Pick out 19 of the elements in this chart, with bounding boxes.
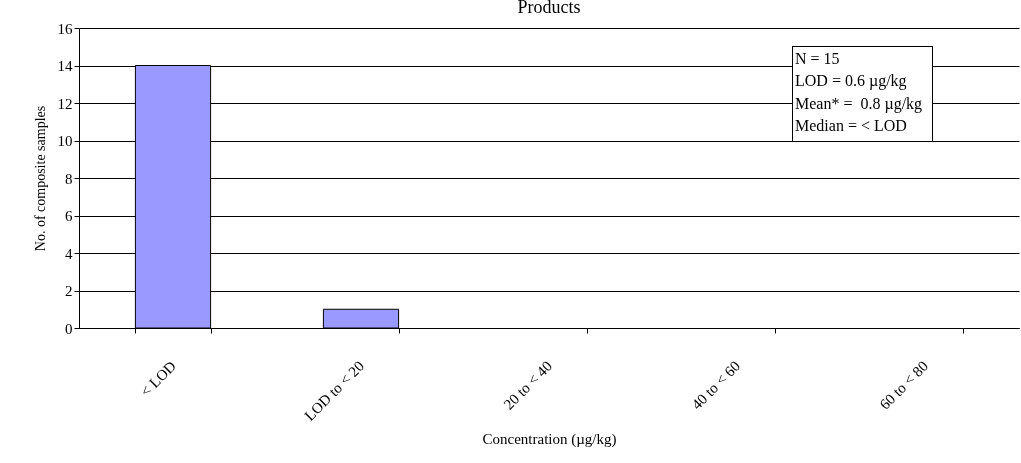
y-tick-label: 8 bbox=[65, 170, 73, 187]
annotation: LOD = 0.6 µg/kg bbox=[795, 71, 908, 92]
y-tick-label: 0 bbox=[65, 320, 73, 337]
y-tick-label: 4 bbox=[65, 245, 73, 262]
x-tick-label: 40 to < 60 bbox=[688, 357, 744, 413]
chart-title: Products bbox=[517, 0, 581, 17]
annotation: N = 15 bbox=[795, 49, 841, 69]
y-axis-title: No. of composite samples bbox=[32, 105, 48, 252]
y-tick-label: 10 bbox=[57, 133, 73, 149]
y-tick-label: 16 bbox=[57, 20, 73, 37]
y-tick-label: 12 bbox=[57, 95, 73, 112]
x-axis-title: Concentration (µg/kg) bbox=[482, 430, 617, 448]
y-tick-label: 2 bbox=[65, 283, 73, 299]
y-tick-label: 14 bbox=[57, 58, 73, 74]
annotation: Median = < LOD bbox=[795, 116, 908, 137]
annotation: Mean* = 0.8 µg/kg bbox=[795, 93, 923, 115]
x-tick-label: 60 to < 80 bbox=[876, 357, 932, 413]
x-tick-label: 20 to < 40 bbox=[500, 357, 556, 413]
y-tick-label: 6 bbox=[65, 208, 73, 224]
